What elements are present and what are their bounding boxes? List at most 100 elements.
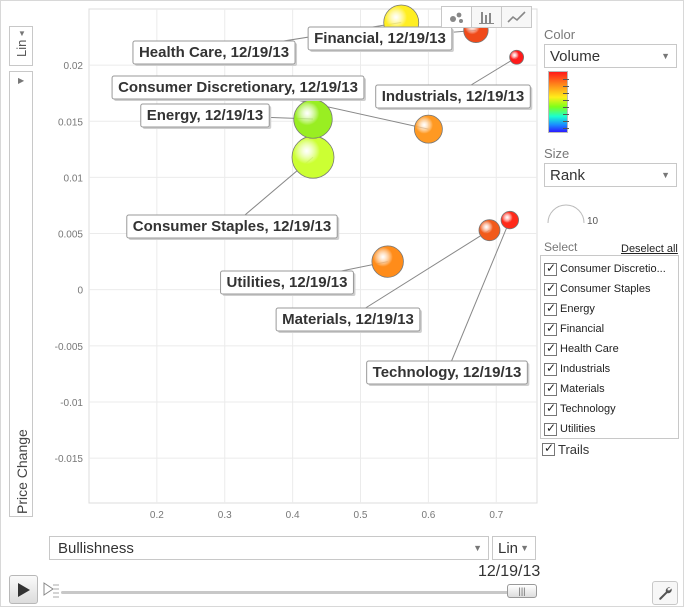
callout-utilities[interactable]: Utilities, 12/19/13	[220, 270, 356, 296]
trails-toggle[interactable]: Trails	[542, 441, 590, 457]
checkbox[interactable]	[544, 321, 557, 336]
checkbox[interactable]	[544, 281, 557, 296]
callout-box	[132, 40, 296, 65]
callout-label: Utilities, 12/19/13	[227, 274, 348, 291]
list-item[interactable]: Consumer Staples	[541, 279, 678, 299]
list-item[interactable]: Materials	[541, 379, 678, 399]
color-select-value: Volume	[550, 48, 601, 65]
bubble-consumer-discretionary[interactable]	[413, 114, 443, 144]
trails-checkbox[interactable]	[542, 441, 555, 456]
line-chart-button[interactable]	[501, 6, 532, 28]
y-tick-label: 0.01	[64, 173, 84, 184]
chevron-right-icon: ▶	[18, 76, 25, 85]
callout-box	[140, 103, 270, 128]
bubble-materials[interactable]	[478, 219, 501, 242]
x-axis-select[interactable]: Bullishness ▼	[49, 536, 489, 560]
x-scale-label: Lin	[498, 540, 519, 557]
callout-energy[interactable]: Energy, 12/19/13	[140, 103, 272, 129]
bar-chart-button[interactable]	[471, 6, 502, 28]
x-tick-label: 0.3	[218, 510, 232, 521]
y-tick-label: -0.01	[60, 398, 83, 409]
chevron-down-icon: ▼	[520, 543, 529, 553]
list-item[interactable]: Technology	[541, 399, 678, 419]
y-tick-label: 0.015	[58, 117, 83, 128]
checkbox[interactable]	[544, 301, 557, 316]
checkbox[interactable]	[544, 381, 557, 396]
callout-box	[375, 84, 531, 109]
time-label: 12/19/13	[478, 563, 541, 580]
x-tick-label: 0.7	[489, 510, 503, 521]
trails-label: Trails	[558, 442, 590, 457]
bubble-energy[interactable]	[293, 99, 333, 139]
chevron-down-icon: ▼	[661, 51, 670, 61]
callout-box	[111, 75, 365, 100]
checkbox[interactable]	[544, 421, 557, 436]
callout-label: Energy, 12/19/13	[147, 107, 263, 124]
series-select-list: Consumer Discretio... Consumer Staples E…	[540, 255, 679, 439]
checkbox[interactable]	[544, 261, 557, 276]
callout-consumer-discretionary[interactable]: Consumer Discretionary, 12/19/13	[111, 75, 366, 101]
callout-materials[interactable]: Materials, 12/19/13	[275, 307, 422, 333]
callout-financial[interactable]: Financial, 12/19/13	[307, 26, 454, 52]
list-item[interactable]: Financial	[541, 319, 678, 339]
size-title: Size	[544, 146, 570, 161]
callout-box	[275, 307, 421, 332]
y-scale-select[interactable]: ▼ Lin	[9, 26, 33, 66]
callout-consumer-staples[interactable]: Consumer Staples, 12/19/13	[126, 214, 340, 240]
x-tick-label: 0.6	[421, 510, 435, 521]
play-button[interactable]	[9, 575, 38, 604]
y-tick-label: 0.005	[58, 230, 83, 241]
chevron-down-icon: ▼	[661, 170, 670, 180]
size-select-value: Rank	[550, 167, 586, 184]
size-select[interactable]: Rank ▼	[544, 163, 677, 187]
leader-line	[446, 219, 511, 373]
list-item[interactable]: Health Care	[541, 339, 678, 359]
bubble-utilities[interactable]	[371, 245, 404, 278]
speed-control-icon[interactable]	[42, 580, 60, 600]
checkbox[interactable]	[544, 341, 557, 356]
x-tick-label: 0.4	[286, 510, 300, 521]
checkbox[interactable]	[544, 401, 557, 416]
y-tick-label: -0.015	[55, 454, 84, 465]
callout-label: Consumer Staples, 12/19/13	[133, 218, 331, 235]
chevron-down-icon: ▼	[473, 543, 482, 553]
color-legend	[548, 71, 569, 133]
chart-type-switcher	[441, 6, 532, 28]
x-tick-label: 0.2	[150, 510, 164, 521]
y-tick-label: 0.02	[64, 61, 84, 72]
bubble-industrials[interactable]	[509, 49, 525, 65]
list-item[interactable]: Industrials	[541, 359, 678, 379]
wrench-icon	[659, 587, 672, 600]
list-item[interactable]: Energy	[541, 299, 678, 319]
leader-line	[347, 229, 490, 320]
time-slider-handle[interactable]: |||	[507, 584, 537, 598]
size-legend	[547, 204, 585, 224]
callout-box	[307, 26, 453, 51]
y-tick-label: -0.005	[55, 342, 84, 353]
settings-button[interactable]	[652, 581, 678, 605]
bubble-chart-icon	[449, 12, 463, 23]
y-axis-select[interactable]: ▶ Price Change	[9, 71, 33, 517]
color-title: Color	[544, 27, 576, 42]
bubble-consumer-staples[interactable]	[291, 135, 335, 179]
callout-label: Health Care, 12/19/13	[139, 44, 289, 61]
list-item[interactable]: Utilities	[541, 419, 678, 439]
x-tick-label: 0.5	[354, 510, 368, 521]
deselect-all-link[interactable]: Deselect all	[621, 243, 678, 255]
callout-label: Consumer Discretionary, 12/19/13	[118, 79, 358, 96]
checkbox[interactable]	[544, 361, 557, 376]
time-slider-track[interactable]	[61, 591, 537, 594]
size-legend-value: 10	[587, 216, 599, 227]
callout-health-care[interactable]: Health Care, 12/19/13	[132, 40, 298, 66]
callout-label: Technology, 12/19/13	[373, 364, 522, 381]
bubble-technology[interactable]	[500, 210, 519, 230]
list-item[interactable]: Consumer Discretio...	[541, 259, 678, 279]
x-scale-select[interactable]: Lin ▼	[492, 536, 536, 560]
callout-technology[interactable]: Technology, 12/19/13	[366, 360, 530, 386]
line-chart-icon	[506, 11, 526, 23]
color-select[interactable]: Volume ▼	[544, 44, 677, 68]
bubble-chart-button[interactable]	[441, 6, 472, 28]
callout-industrials[interactable]: Industrials, 12/19/13	[375, 84, 533, 110]
